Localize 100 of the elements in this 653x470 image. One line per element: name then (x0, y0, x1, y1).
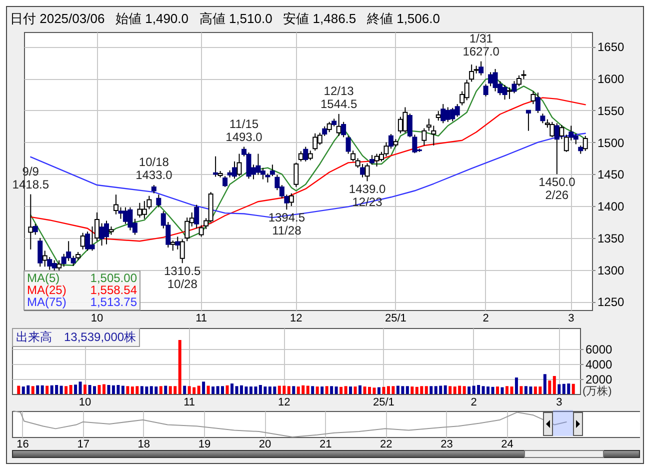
bar (344, 386, 348, 394)
candlestick (270, 164, 275, 177)
annotation: 11/15 1493.0 (226, 116, 263, 144)
bar (340, 386, 343, 394)
x-tick-label: 21 (319, 438, 332, 450)
bar (520, 386, 523, 394)
candlestick (113, 194, 118, 215)
bar (468, 386, 471, 394)
bar (496, 386, 500, 394)
series-label: MA(5) (27, 271, 60, 285)
bar (306, 386, 310, 394)
y-tick-label: 1400 (598, 200, 625, 214)
text: MA(25) (27, 283, 66, 297)
bar (60, 386, 63, 394)
candlestick (294, 162, 299, 188)
annotation: 1,558.54 (90, 283, 138, 297)
bar (382, 386, 386, 394)
candlestick (308, 150, 313, 161)
bar (121, 386, 124, 394)
bar (46, 386, 49, 394)
bar (514, 378, 518, 394)
bar (40, 385, 44, 394)
candlestick (288, 192, 294, 207)
candlestick (370, 154, 375, 166)
bar (183, 386, 186, 394)
bar (69, 385, 72, 394)
bar (330, 386, 334, 394)
candlestick (582, 135, 588, 152)
x-tick-label: 12 (290, 312, 302, 324)
text: MA(75) (27, 295, 66, 309)
candlestick (170, 240, 176, 252)
x-tick-label: 17 (77, 438, 90, 450)
x-tick-label: 23 (440, 438, 453, 450)
bar (92, 386, 96, 394)
x-tick-label: 24 (501, 438, 514, 450)
bar (363, 386, 366, 394)
x-tick-label: 20 (258, 438, 272, 450)
y-tick-label: 4000 (586, 358, 613, 372)
bar (410, 386, 414, 394)
x-tick-label: 19 (198, 438, 211, 450)
candlestick (530, 90, 536, 105)
bar (78, 382, 82, 394)
x-tick-label: 2 (470, 396, 477, 408)
bar (548, 380, 552, 394)
bar (406, 386, 409, 394)
candlestick (180, 238, 185, 264)
x-tick-label: 11 (196, 312, 208, 324)
y-tick-label: 2000 (586, 372, 613, 386)
y-tick-label: 6000 (586, 342, 613, 356)
annotation: 1,505.00 (90, 271, 138, 285)
annotation: 1/31 1627.0 (462, 31, 500, 58)
annotation: 1,513.75 (90, 295, 138, 309)
bar (292, 386, 296, 394)
bar (84, 384, 87, 394)
bar (287, 386, 290, 394)
y-tick-label: 1650 (598, 40, 625, 54)
x-tick-label: 3 (556, 396, 562, 408)
x-tick-label: 22 (380, 438, 392, 450)
bar (325, 386, 328, 394)
y-tick-label: 1350 (598, 231, 625, 246)
bar (424, 386, 428, 394)
annotation: 1450.0 2/26 (538, 175, 576, 202)
bar (448, 386, 452, 394)
candlestick (184, 217, 190, 242)
bar (31, 386, 34, 394)
bar (354, 386, 357, 394)
bar (36, 385, 40, 394)
candlestick (526, 110, 531, 132)
bar (107, 385, 110, 394)
x-tick-label: 11 (184, 396, 196, 408)
candlestick (236, 153, 242, 177)
chart-title: 日付 2025/03/06 始値 1,490.0 高値 1,510.0 安値 1,486.5 終値 1,506.0 (10, 10, 440, 28)
bar (349, 386, 352, 394)
annotation: 1310.5 10/28 (164, 264, 202, 292)
bar (334, 386, 338, 394)
x-tick-label: 10 (90, 312, 104, 324)
x-tick-label: 18 (138, 438, 150, 450)
y-tick-label: 1300 (598, 263, 625, 278)
y-axis-title: (万株) (582, 384, 612, 398)
bar (74, 384, 78, 394)
candlestick (540, 113, 546, 124)
x-tick-label: 25/1 (385, 312, 406, 324)
bar (572, 384, 575, 394)
candlestick (422, 128, 427, 146)
bar (543, 374, 546, 394)
bar (377, 387, 380, 394)
bar (126, 386, 130, 394)
bar (444, 385, 447, 394)
bar (320, 386, 324, 394)
bar (316, 386, 319, 394)
bar (178, 340, 182, 394)
annotation: 10/18 1433.0 (136, 155, 173, 182)
bar (226, 385, 229, 394)
candlestick (42, 250, 48, 268)
bar (206, 386, 210, 394)
x-tick-label: 2 (482, 312, 489, 324)
bar (558, 384, 561, 394)
candlestick (326, 121, 332, 133)
bar (552, 376, 556, 394)
chart-title: 出来高 13,539,000株 (12, 328, 140, 347)
